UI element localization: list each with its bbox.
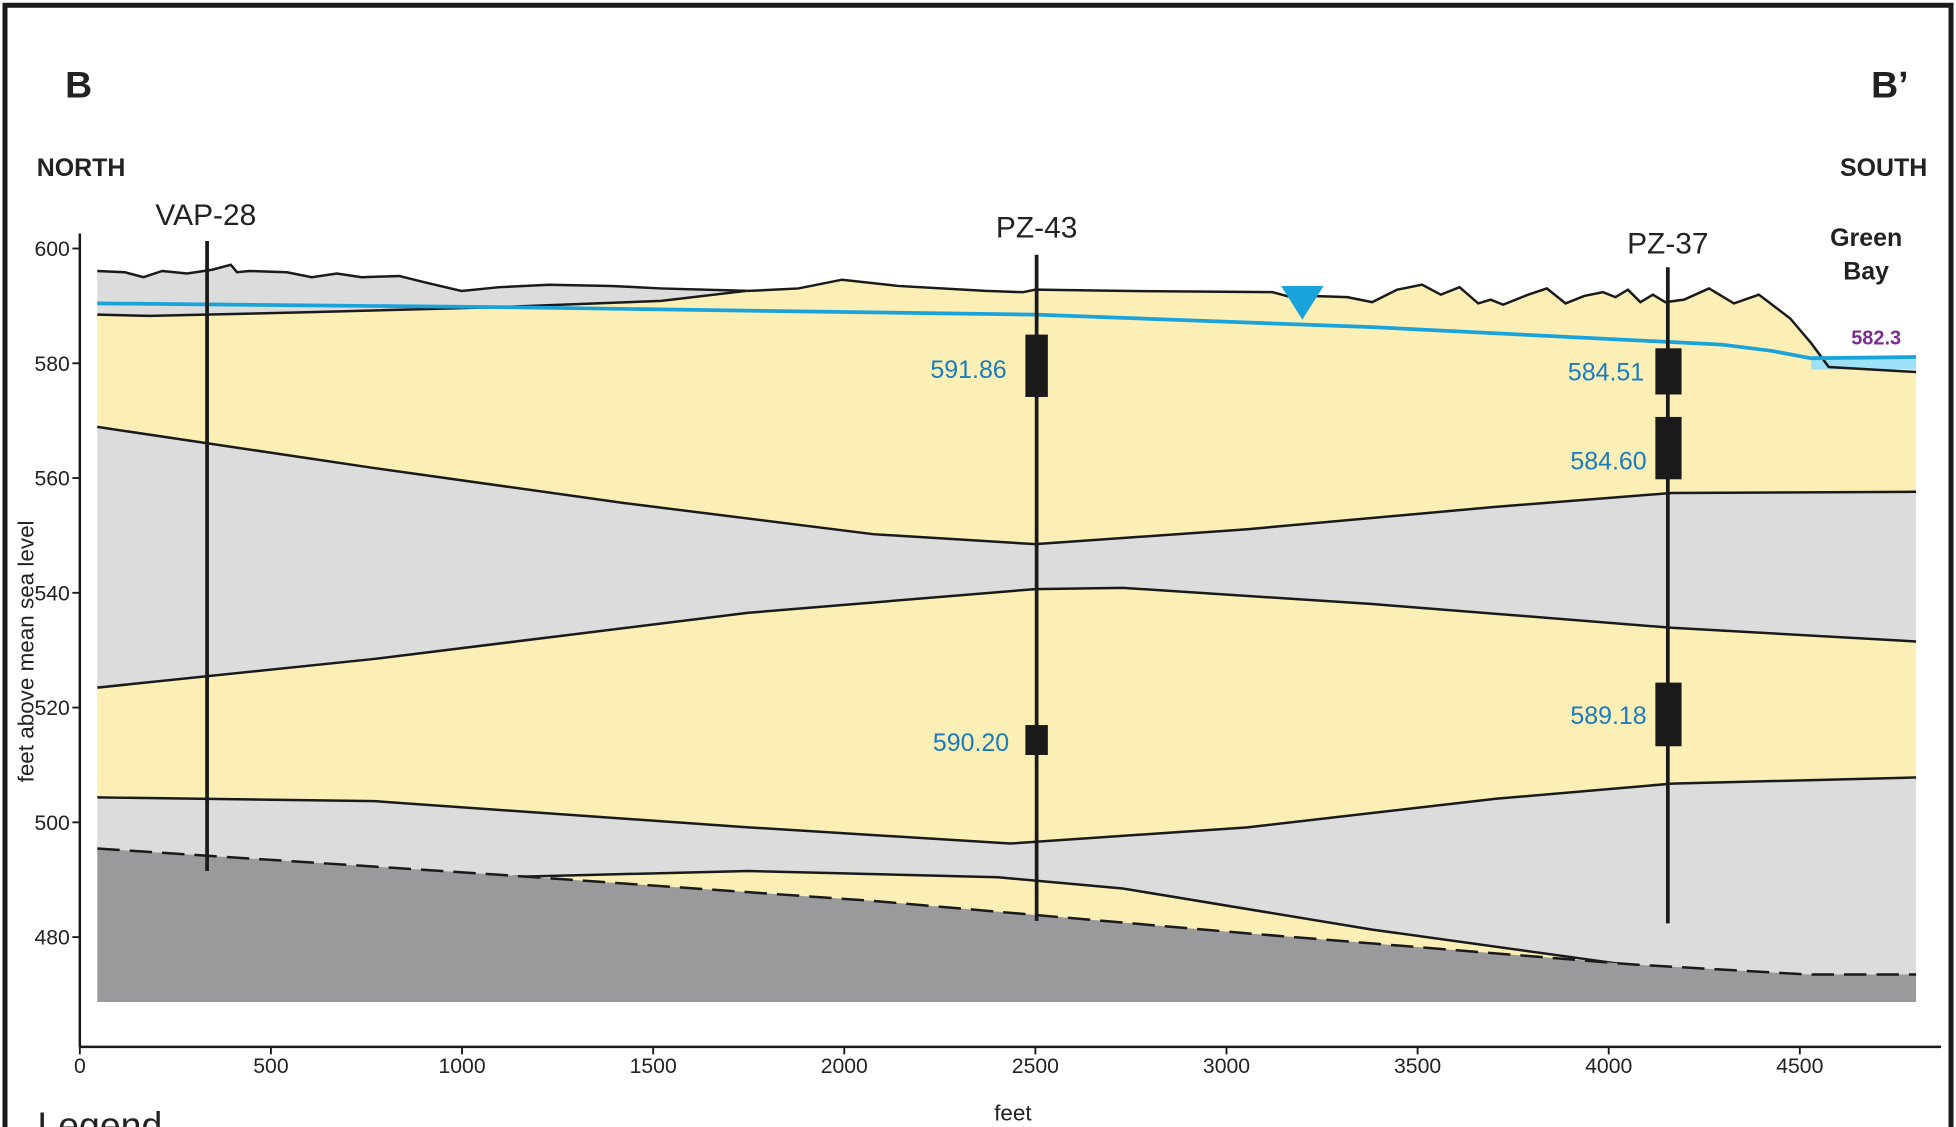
- direction-label: SOUTH: [1840, 154, 1927, 182]
- x-tick-label: 3000: [1203, 1055, 1250, 1078]
- x-tick-label: 4000: [1585, 1055, 1632, 1078]
- well-screen: [1025, 335, 1047, 397]
- page: VAP-28 PZ-43 PZ-37 591.86 590.20 584.51 …: [0, 0, 1956, 1127]
- section-start: B: [65, 64, 92, 106]
- x-tick-label: 1000: [438, 1055, 485, 1078]
- x-tick-label: 1500: [630, 1055, 677, 1078]
- head-label: 590.20: [933, 729, 1009, 757]
- y-tick-label: 560: [34, 468, 69, 491]
- section-end: B’: [1871, 64, 1908, 106]
- well-screen: [1655, 417, 1681, 479]
- x-tick-label: 4500: [1776, 1055, 1823, 1078]
- direction-label: NORTH: [37, 154, 126, 182]
- well-screen: [1655, 683, 1681, 747]
- legend-title: Legend: [37, 1104, 162, 1127]
- head-label: 591.86: [930, 356, 1006, 384]
- water-body-label: Green: [1830, 224, 1902, 252]
- well-name: PZ-43: [996, 211, 1077, 244]
- cross-section: VAP-28 PZ-43 PZ-37 591.86 590.20 584.51 …: [0, 0, 1956, 1127]
- water-body-label: Bay: [1843, 258, 1889, 286]
- head-label: 584.60: [1570, 447, 1646, 475]
- head-label: 584.51: [1568, 359, 1644, 387]
- x-tick-label: 2500: [1012, 1055, 1059, 1078]
- head-label: 589.18: [1570, 702, 1646, 730]
- well-screen: [1025, 725, 1047, 755]
- x-tick-label: 3500: [1394, 1055, 1441, 1078]
- well-screen: [1655, 348, 1681, 394]
- y-tick-label: 600: [34, 238, 69, 261]
- y-axis-title: feet above mean sea level: [14, 520, 39, 782]
- x-axis-title: feet: [994, 1100, 1032, 1125]
- x-tick-label: 0: [74, 1055, 86, 1078]
- water-level-label: 582.3: [1851, 328, 1901, 350]
- y-tick-label: 480: [34, 927, 69, 950]
- well-name: VAP-28: [155, 199, 256, 232]
- x-tick-label: 2000: [821, 1055, 868, 1078]
- y-tick-label: 500: [34, 812, 69, 835]
- x-tick-label: 500: [253, 1055, 288, 1078]
- well-name: PZ-37: [1627, 228, 1708, 261]
- y-tick-label: 580: [34, 353, 69, 376]
- y-tick-label: 520: [34, 697, 69, 720]
- y-tick-label: 540: [34, 582, 69, 605]
